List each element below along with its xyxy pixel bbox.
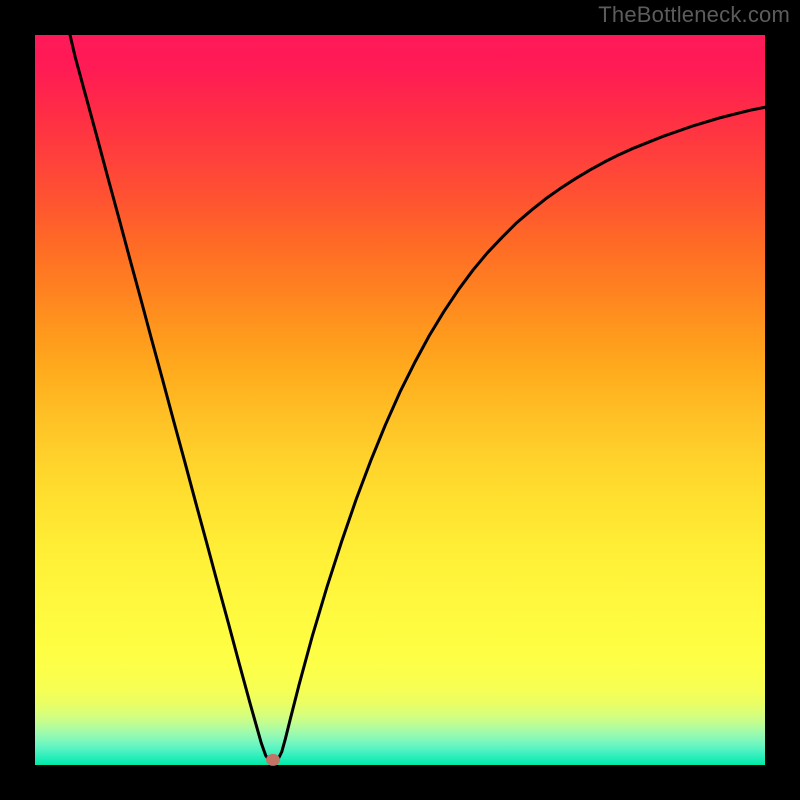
chart-frame: TheBottleneck.com [0,0,800,800]
bottleneck-curve [35,35,765,765]
optimum-marker [266,754,280,766]
plot-area [35,35,765,765]
attribution-text: TheBottleneck.com [598,2,790,28]
